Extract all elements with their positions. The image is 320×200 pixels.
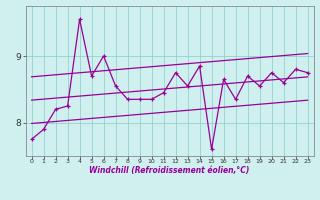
X-axis label: Windchill (Refroidissement éolien,°C): Windchill (Refroidissement éolien,°C) xyxy=(89,166,250,175)
